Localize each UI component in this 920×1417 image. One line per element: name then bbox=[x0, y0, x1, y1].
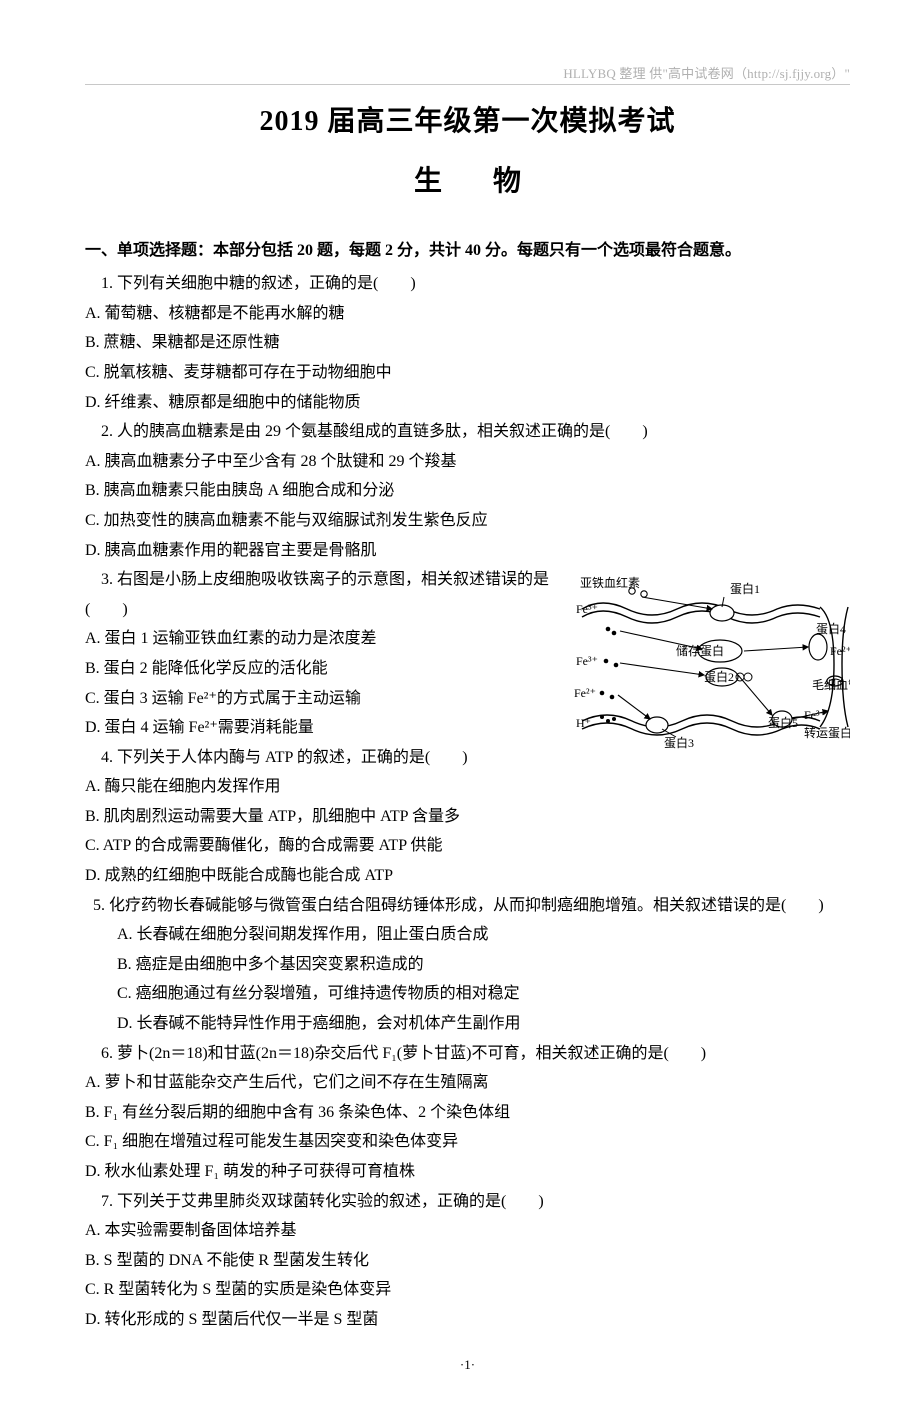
question-stem: 2. 人的胰高血糖素是由 29 个氨基酸组成的直链多肽，相关叙述正确的是( ) bbox=[85, 417, 850, 447]
label-fe2r: Fe²⁺ bbox=[830, 644, 850, 658]
option-d: D. 长春碱不能特异性作用于癌细胞，会对机体产生副作用 bbox=[85, 1009, 850, 1039]
option-d: D. 转化形成的 S 型菌后代仅一半是 S 型菌 bbox=[85, 1305, 850, 1335]
option-d: D. 纤维素、糖原都是细胞中的储能物质 bbox=[85, 388, 850, 418]
q-number: 2. bbox=[101, 423, 113, 440]
question-stem: 6. 萝卜(2n＝18)和甘蓝(2n＝18)杂交后代 F₁(萝卜甘蓝)不可育，相… bbox=[85, 1039, 850, 1069]
option-a: A. 萝卜和甘蓝能杂交产生后代，它们之间不存在生殖隔离 bbox=[85, 1068, 850, 1098]
label-storage: 储存蛋白 bbox=[676, 643, 724, 658]
option-b: B. 癌症是由细胞中多个基因突变累积造成的 bbox=[85, 950, 850, 980]
top-membrane-inner bbox=[582, 611, 820, 623]
ion-dot bbox=[604, 659, 609, 664]
ion-dot bbox=[606, 627, 611, 632]
label-protein3: 蛋白3 bbox=[664, 735, 694, 750]
label-capillary: 毛细血管 bbox=[812, 677, 850, 692]
option-d: D. 胰高血糖素作用的靶器官主要是骨骼肌 bbox=[85, 536, 850, 566]
option-c: C. ATP 的合成需要酶催化，酶的合成需要 ATP 供能 bbox=[85, 831, 850, 861]
option-b: B. F₁ 有丝分裂后期的细胞中含有 36 条染色体、2 个染色体组 bbox=[85, 1098, 850, 1128]
label-protein5: 蛋白5 bbox=[768, 715, 798, 730]
option-a: A. 葡萄糖、核糖都是不能再水解的糖 bbox=[85, 299, 850, 329]
option-c: C. 脱氧核糖、麦芽糖都可存在于动物细胞中 bbox=[85, 358, 850, 388]
question-stem: 1. 下列有关细胞中糖的叙述，正确的是( ) bbox=[85, 269, 850, 299]
option-c: C. 癌细胞通过有丝分裂增殖，可维持遗传物质的相对稳定 bbox=[85, 979, 850, 1009]
question-4: 4. 下列关于人体内酶与 ATP 的叙述，正确的是( ) A. 酶只能在细胞内发… bbox=[85, 743, 850, 891]
q-number: 3. bbox=[101, 571, 113, 588]
label-hplus: H⁺ bbox=[576, 716, 591, 730]
label-yatie: 亚铁血红素 bbox=[580, 575, 640, 590]
protein4-shape bbox=[809, 634, 827, 660]
ion-dot bbox=[610, 695, 615, 700]
header-underline bbox=[85, 84, 850, 85]
option-a: A. 酶只能在细胞内发挥作用 bbox=[85, 772, 850, 802]
arrow bbox=[618, 695, 650, 719]
option-c: C. 加热变性的胰高血糖素不能与双缩脲试剂发生紫色反应 bbox=[85, 506, 850, 536]
ion-dot bbox=[614, 663, 619, 668]
question-stem: 5. 化疗药物长春碱能够与微管蛋白结合阻碍纺锤体形成，从而抑制癌细胞增殖。相关叙… bbox=[69, 891, 850, 921]
iron-uptake-figure: 亚铁血红素 Fe³⁺ Fe³⁺ Fe²⁺ H⁺ 蛋白1 蛋白4 储存蛋白 蛋白2… bbox=[572, 569, 850, 759]
option-c: C. R 型菌转化为 S 型菌的实质是染色体变异 bbox=[85, 1275, 850, 1305]
exam-page: HLLYBQ 整理 供"高中试卷网（http://sj.fjjy.org）" 2… bbox=[0, 0, 920, 1417]
q-text: 萝卜(2n＝18)和甘蓝(2n＝18)杂交后代 F₁(萝卜甘蓝)不可育，相关叙述… bbox=[117, 1045, 706, 1062]
label-transport: 转运蛋白 bbox=[804, 725, 850, 740]
figure-svg: 亚铁血红素 Fe³⁺ Fe³⁺ Fe²⁺ H⁺ 蛋白1 蛋白4 储存蛋白 蛋白2… bbox=[572, 569, 850, 759]
page-number: ·1· bbox=[85, 1353, 850, 1377]
question-7: 7. 下列关于艾弗里肺炎双球菌转化实验的叙述，正确的是( ) A. 本实验需要制… bbox=[85, 1187, 850, 1335]
option-d: D. 成熟的红细胞中既能合成酶也能合成 ATP bbox=[85, 861, 850, 891]
question-2: 2. 人的胰高血糖素是由 29 个氨基酸组成的直链多肽，相关叙述正确的是( ) … bbox=[85, 417, 850, 565]
label-protein2: 蛋白2 bbox=[704, 669, 734, 684]
option-a: A. 胰高血糖素分子中至少含有 28 个肽键和 29 个羧基 bbox=[85, 447, 850, 477]
q-number: 6. bbox=[101, 1045, 113, 1062]
question-1: 1. 下列有关细胞中糖的叙述，正确的是( ) A. 葡萄糖、核糖都是不能再水解的… bbox=[85, 269, 850, 417]
option-b: B. 蔗糖、果糖都是还原性糖 bbox=[85, 328, 850, 358]
arrow bbox=[620, 663, 704, 675]
option-a: A. 长春碱在细胞分裂间期发挥作用，阻止蛋白质合成 bbox=[85, 920, 850, 950]
section-heading: 一、单项选择题：本部分包括 20 题，每题 2 分，共计 40 分。每题只有一个… bbox=[85, 236, 850, 266]
option-b: B. 肌肉剧烈运动需要大量 ATP，肌细胞中 ATP 含量多 bbox=[85, 802, 850, 832]
option-c: C. F₁ 细胞在增殖过程可能发生基因突变和染色体变异 bbox=[85, 1127, 850, 1157]
protein1-shape bbox=[710, 605, 734, 621]
arrow bbox=[738, 675, 772, 715]
label-protein1: 蛋白1 bbox=[730, 581, 760, 596]
heme-dot bbox=[641, 591, 647, 597]
question-stem: 7. 下列关于艾弗里肺炎双球菌转化实验的叙述，正确的是( ) bbox=[85, 1187, 850, 1217]
q-number: 4. bbox=[101, 749, 113, 766]
question-5: 5. 化疗药物长春碱能够与微管蛋白结合阻碍纺锤体形成，从而抑制癌细胞增殖。相关叙… bbox=[85, 891, 850, 1039]
option-b: B. S 型菌的 DNA 不能使 R 型菌发生转化 bbox=[85, 1246, 850, 1276]
q-text: 人的胰高血糖素是由 29 个氨基酸组成的直链多肽，相关叙述正确的是( ) bbox=[117, 423, 648, 440]
q-text: 右图是小肠上皮细胞吸收铁离子的示意图，相关叙述错误的是( ) bbox=[85, 571, 549, 618]
q-text: 化疗药物长春碱能够与微管蛋白结合阻碍纺锤体形成，从而抑制癌细胞增殖。相关叙述错误… bbox=[105, 897, 824, 914]
p2-circle bbox=[744, 673, 752, 681]
ion-dot bbox=[606, 719, 610, 723]
option-b: B. 胰高血糖素只能由胰岛 A 细胞合成和分泌 bbox=[85, 476, 850, 506]
label-fe2c: Fe²⁺ bbox=[574, 686, 596, 700]
label-fe3b: Fe³⁺ bbox=[576, 654, 598, 668]
ion-dot bbox=[612, 631, 617, 636]
ion-dot bbox=[600, 691, 605, 696]
exam-title-line1: 2019 届高三年级第一次模拟考试 bbox=[85, 96, 850, 148]
label-fe3a: Fe³⁺ bbox=[576, 602, 598, 616]
label-protein4: 蛋白4 bbox=[816, 621, 846, 636]
ion-dot bbox=[600, 715, 604, 719]
q-number: 5. bbox=[93, 897, 105, 914]
ion-dot bbox=[612, 717, 616, 721]
q-text: 下列关于人体内酶与 ATP 的叙述，正确的是( ) bbox=[117, 749, 468, 766]
question-6: 6. 萝卜(2n＝18)和甘蓝(2n＝18)杂交后代 F₁(萝卜甘蓝)不可育，相… bbox=[85, 1039, 850, 1187]
exam-title-line2: 生 物 bbox=[85, 156, 850, 208]
q-number: 1. bbox=[101, 275, 113, 292]
q-text: 下列关于艾弗里肺炎双球菌转化实验的叙述，正确的是( ) bbox=[117, 1193, 544, 1210]
q-number: 7. bbox=[101, 1193, 113, 1210]
q-text: 下列有关细胞中糖的叙述，正确的是( ) bbox=[117, 275, 416, 292]
option-d: D. 秋水仙素处理 F₁ 萌发的种子可获得可育植株 bbox=[85, 1157, 850, 1187]
arrow bbox=[744, 647, 808, 651]
label-fe3r: Fe³⁺ bbox=[804, 708, 826, 722]
header-attribution: HLLYBQ 整理 供"高中试卷网（http://sj.fjjy.org）" bbox=[563, 62, 850, 86]
option-a: A. 本实验需要制备固体培养基 bbox=[85, 1216, 850, 1246]
